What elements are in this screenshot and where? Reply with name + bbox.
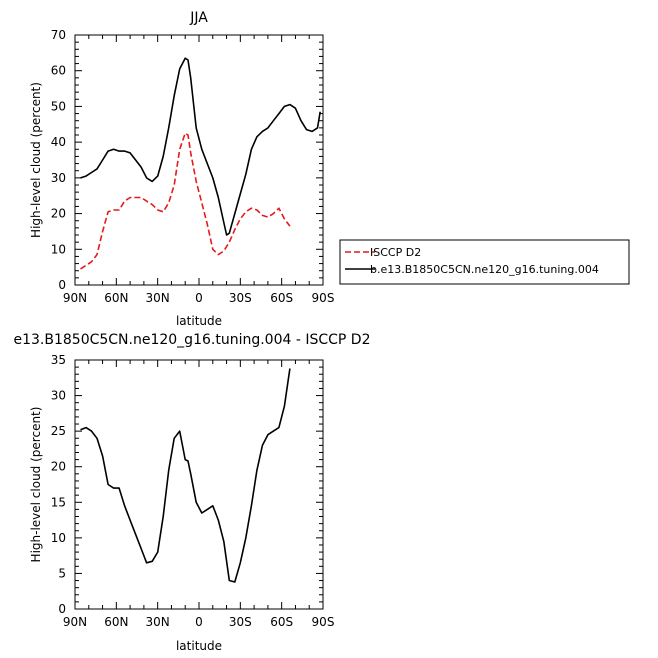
y-tick-label: 20 — [51, 207, 66, 221]
chart-2: e13.B1850C5CN.ne120_g16.tuning.004 - ISC… — [13, 332, 370, 653]
x-tick-label: 30N — [146, 291, 170, 305]
x-tick-label: 30S — [229, 615, 252, 629]
y-tick-label: 0 — [58, 602, 66, 616]
legend-box — [339, 239, 630, 285]
y-tick-label: 40 — [51, 135, 66, 149]
x-tick-label: 60S — [270, 615, 293, 629]
y-tick-label: 20 — [51, 460, 66, 474]
y-tick-label: 60 — [51, 64, 66, 78]
y-tick-label: 50 — [51, 99, 66, 113]
x-tick-label: 90S — [312, 615, 335, 629]
plot-frame — [74, 34, 324, 286]
series-line-1 — [80, 132, 291, 270]
chart-title: e13.B1850C5CN.ne120_g16.tuning.004 - ISC… — [13, 332, 370, 348]
legend-entry: ISCCP D2 — [370, 246, 421, 259]
y-tick-label: 0 — [58, 278, 66, 292]
x-axis-label: latitude — [176, 639, 222, 653]
x-tick-label: 60S — [270, 291, 293, 305]
legend: ISCCP D2 b.e13.B1850C5CN.ne120_g16.tuning… — [339, 239, 630, 285]
x-tick-label: 90N — [63, 291, 87, 305]
y-tick-label: 10 — [51, 242, 66, 256]
y-tick-label: 15 — [51, 495, 66, 509]
x-tick-label: 60N — [104, 291, 128, 305]
y-tick-label: 35 — [51, 353, 66, 367]
y-tick-label: 10 — [51, 531, 66, 545]
legend-entry: b.e13.B1850C5CN.ne120_g16.tuning.004 — [370, 263, 599, 276]
y-tick-label: 30 — [51, 389, 66, 403]
y-tick-label: 25 — [51, 424, 66, 438]
series-line-2 — [80, 57, 321, 236]
x-tick-label: 30N — [146, 615, 170, 629]
y-tick-label: 5 — [58, 566, 66, 580]
x-axis-label: latitude — [176, 314, 222, 328]
y-tick-label: 70 — [51, 28, 66, 42]
chart-1: JJA 0 10 20 30 40 50 60 70 90N 60N 30N 0 30S 60S 90S lat… — [29, 10, 630, 328]
x-tick-label: 90N — [63, 615, 87, 629]
x-tick-label: 60N — [104, 615, 128, 629]
y-tick-label: 30 — [51, 171, 66, 185]
x-tick-label: 0 — [195, 291, 203, 305]
x-tick-label: 30S — [229, 291, 252, 305]
x-tick-label: 0 — [195, 615, 203, 629]
x-tick-label: 90S — [312, 291, 335, 305]
y-axis-label: High-level cloud (percent) — [29, 407, 43, 563]
series-line-1 — [80, 368, 291, 583]
chart-title: JJA — [189, 10, 208, 26]
y-axis-label: High-level cloud (percent) — [29, 82, 43, 238]
